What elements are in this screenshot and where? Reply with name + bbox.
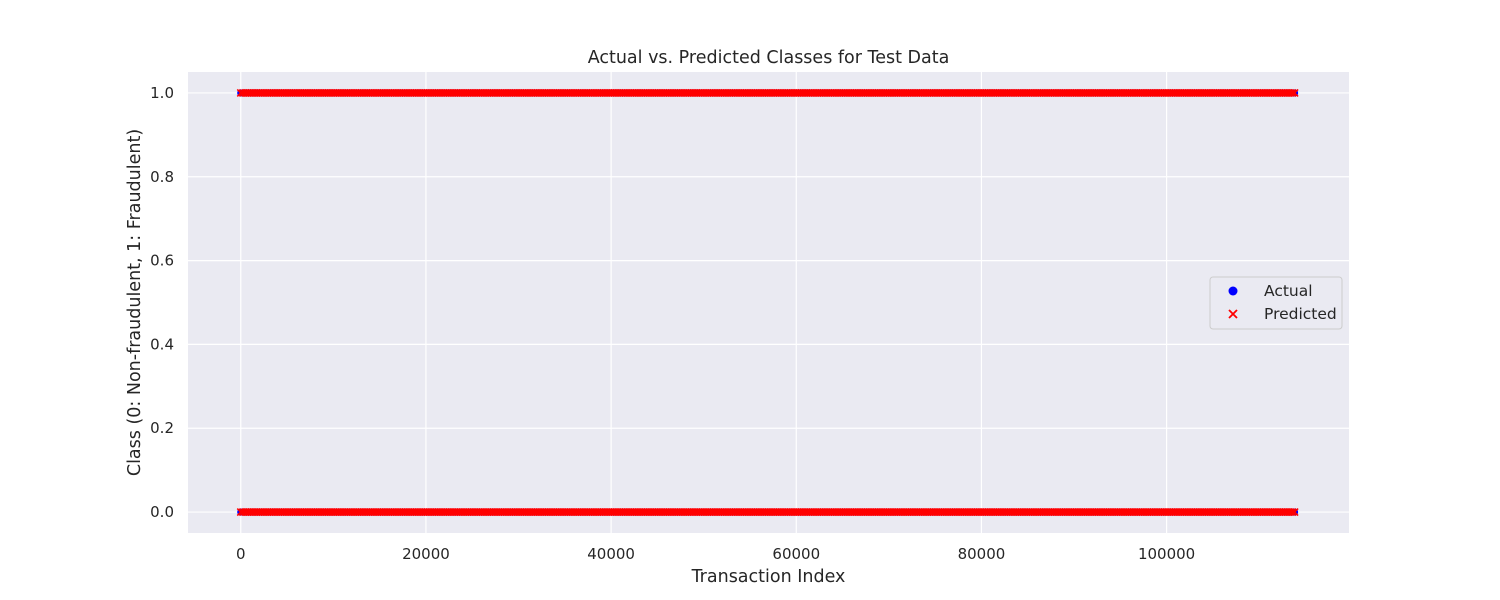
legend-label: Predicted xyxy=(1264,305,1337,323)
predicted-point xyxy=(1290,507,1299,517)
data-marks xyxy=(236,88,1299,517)
series-predicted xyxy=(236,88,1299,517)
tick-labels: 0 20000 40000 60000 80000 100000 0.0 0.2 0.4 0.6 0… xyxy=(150,84,1195,563)
predicted-point xyxy=(1288,507,1297,517)
y-tick-label: 0.4 xyxy=(150,335,174,353)
legend: Actual Predicted xyxy=(1209,276,1343,330)
y-tick-label: 0.8 xyxy=(150,168,174,186)
y-tick-label: 0.0 xyxy=(150,503,174,521)
legend-marker-actual xyxy=(1228,286,1238,296)
legend-marker-predicted xyxy=(1228,309,1238,319)
chart-title: Actual vs. Predicted Classes for Test Da… xyxy=(588,48,950,68)
plot-area xyxy=(188,72,1349,533)
y-tick-label: 0.2 xyxy=(150,419,174,437)
x-axis-label: Transaction Index xyxy=(691,567,846,587)
y-tick-label: 0.6 xyxy=(150,252,174,270)
x-tick-label: 40000 xyxy=(587,545,635,563)
x-tick-label: 80000 xyxy=(958,545,1006,563)
x-tick-label: 100000 xyxy=(1138,545,1195,563)
x-tick-label: 20000 xyxy=(402,545,450,563)
predicted-point xyxy=(1288,88,1297,98)
legend-box xyxy=(1209,276,1343,330)
legend-label: Actual xyxy=(1264,282,1313,300)
x-tick-label: 0 xyxy=(236,545,246,563)
y-tick-label: 1.0 xyxy=(150,84,174,102)
x-tick-label: 60000 xyxy=(772,545,820,563)
predicted-point xyxy=(1290,88,1299,98)
y-axis-label: Class (0: Non-fraudulent, 1: Fraudulent) xyxy=(125,129,145,476)
